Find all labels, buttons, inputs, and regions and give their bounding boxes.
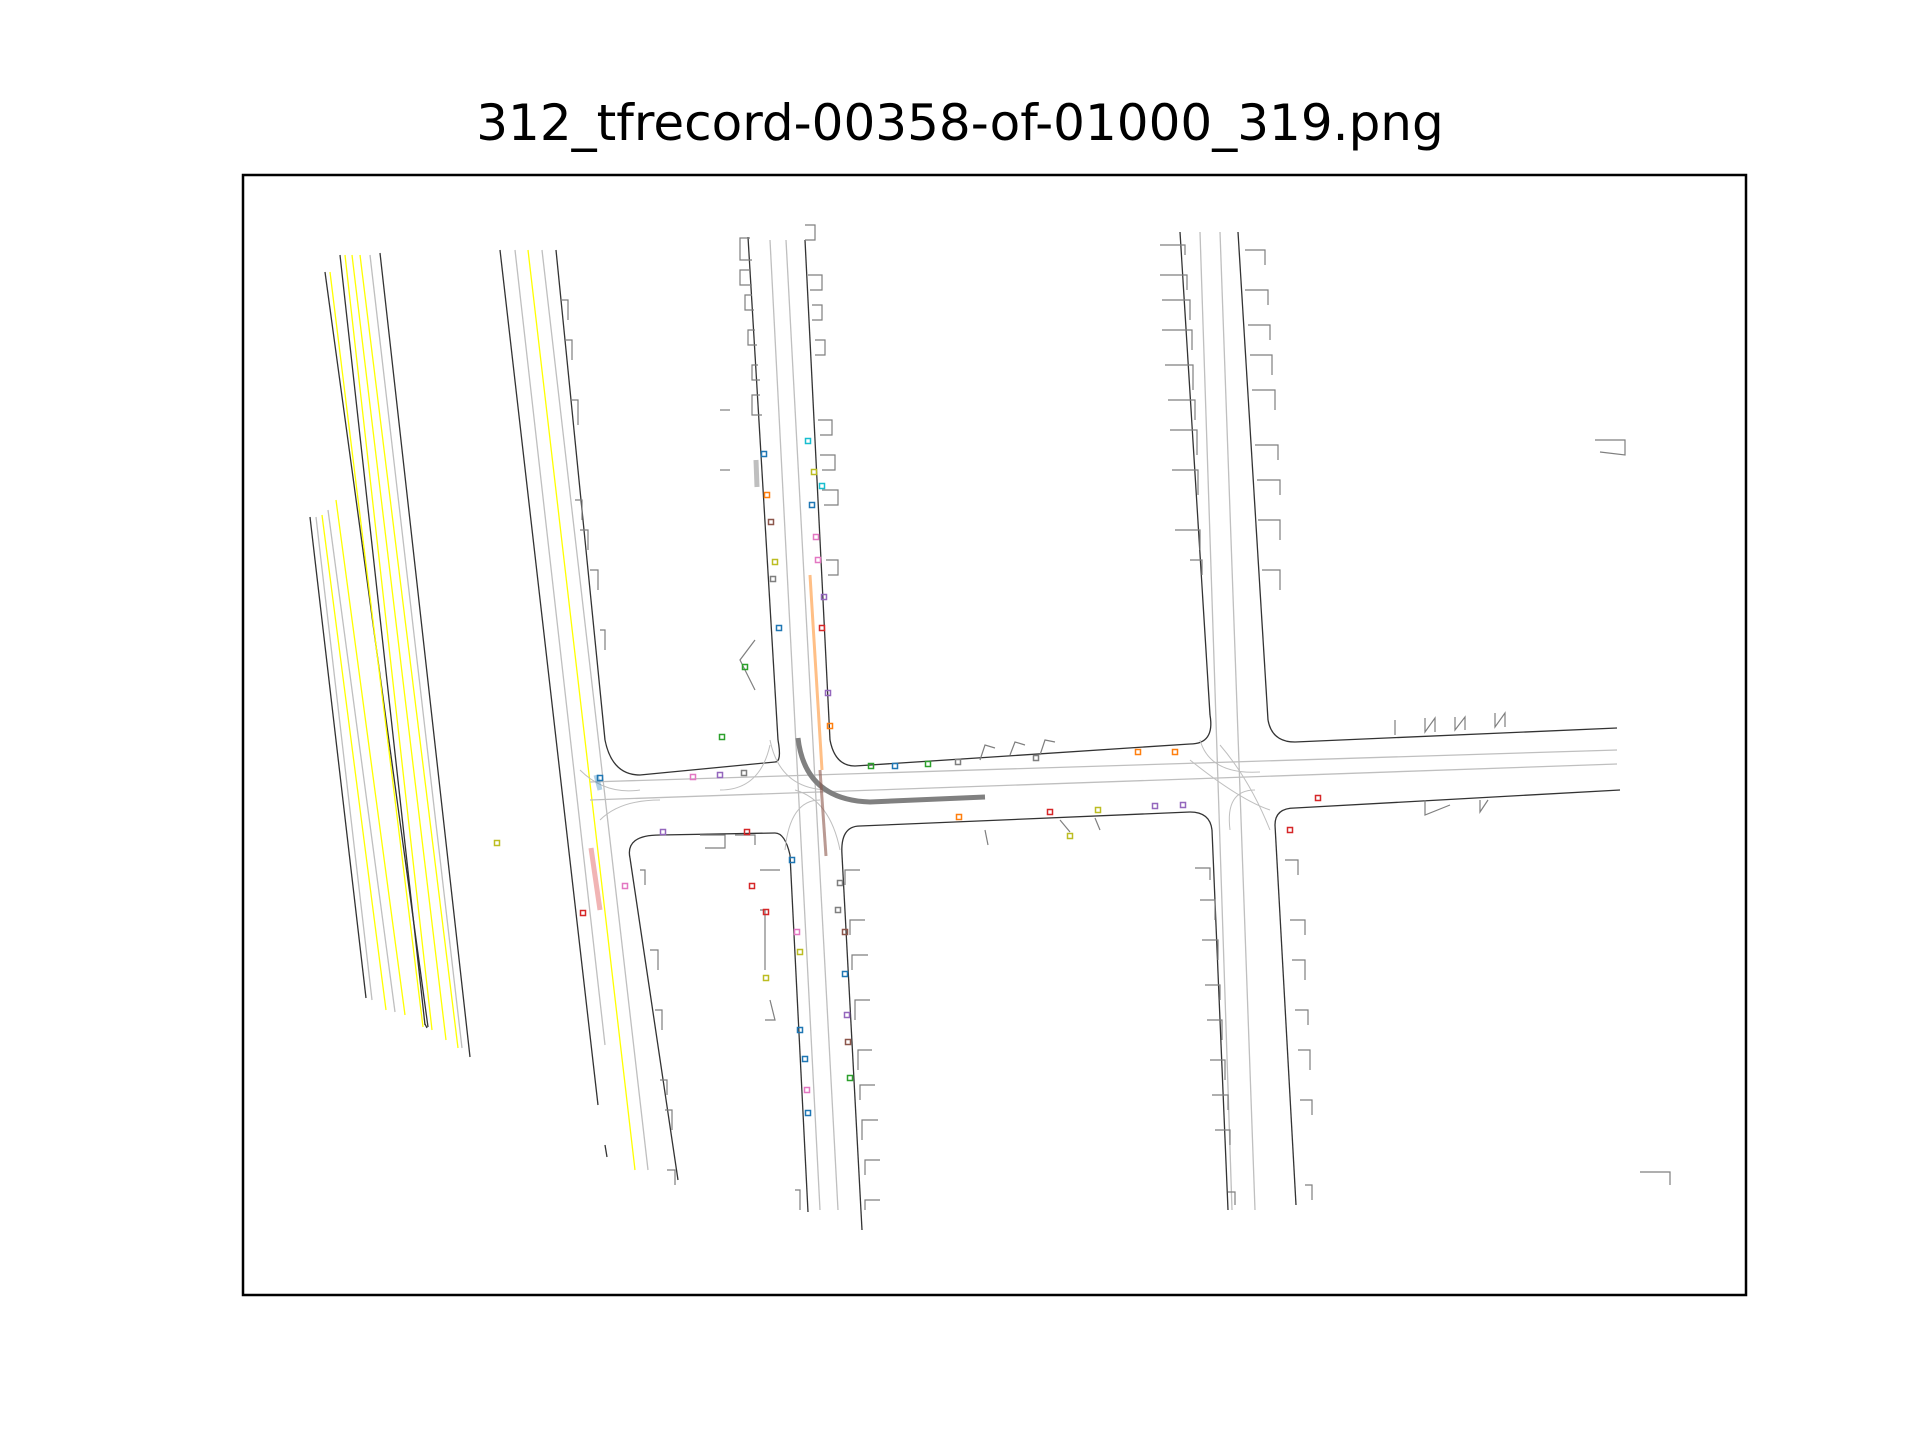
- agent-marker: [659, 828, 667, 836]
- agent-marker: [841, 970, 849, 978]
- agent-marker: [775, 624, 783, 632]
- agent-marker: [621, 882, 629, 890]
- agent-marker: [867, 762, 875, 770]
- agent-marker: [924, 760, 932, 768]
- plot-frame: [241, 173, 1748, 1297]
- agent-marker: [814, 556, 822, 564]
- agent-marker: [689, 773, 697, 781]
- agent-marker: [801, 1055, 809, 1063]
- agent-marker: [846, 1074, 854, 1082]
- agent-marker: [771, 558, 779, 566]
- agent-marker: [796, 948, 804, 956]
- agent-marker: [1066, 832, 1074, 840]
- agent-marker: [841, 928, 849, 936]
- agent-marker: [1286, 826, 1294, 834]
- agent-marker: [743, 828, 751, 836]
- agent-marker: [808, 501, 816, 509]
- ego-trajectory: [588, 459, 986, 911]
- agent-marker: [796, 1026, 804, 1034]
- agent-marker: [579, 909, 587, 917]
- agent-marker: [769, 575, 777, 583]
- agent-marker: [1151, 802, 1159, 810]
- left-highway-lines: [309, 252, 471, 1058]
- driveways: [560, 224, 1671, 1210]
- agent-marker: [767, 518, 775, 526]
- agent-marker: [812, 533, 820, 541]
- agent-marker: [493, 839, 501, 847]
- agent-marker: [762, 908, 770, 916]
- agent-marker: [818, 624, 826, 632]
- agent-marker: [793, 928, 801, 936]
- agent-marker: [955, 813, 963, 821]
- agent-marker: [1046, 808, 1054, 816]
- agent-marker: [763, 491, 771, 499]
- agent-marker: [804, 437, 812, 445]
- agent-marker: [824, 689, 832, 697]
- agent-marker: [804, 1109, 812, 1117]
- agent-marker: [788, 856, 796, 864]
- agent-marker: [718, 733, 726, 741]
- agent-marker: [762, 974, 770, 982]
- agent-marker: [803, 1086, 811, 1094]
- agent-marker: [748, 882, 756, 890]
- agent-marker: [834, 906, 842, 914]
- agent-marker: [1134, 748, 1142, 756]
- lane-connectors: [579, 739, 1271, 851]
- agent-marker: [954, 758, 962, 766]
- agent-marker: [1179, 801, 1187, 809]
- agent-marker: [1032, 754, 1040, 762]
- page-title: 312_tfrecord-00358-of-01000_319.png: [476, 94, 1444, 152]
- agent-marker: [891, 762, 899, 770]
- agent-marker: [843, 1011, 851, 1019]
- agents: [493, 437, 1322, 1117]
- agent-marker: [760, 450, 768, 458]
- agent-marker: [596, 774, 604, 782]
- agent-marker: [1314, 794, 1322, 802]
- agent-marker: [1171, 748, 1179, 756]
- agent-marker: [741, 663, 749, 671]
- roads: [499, 231, 1621, 1231]
- agent-marker: [716, 771, 724, 779]
- agent-marker: [820, 593, 828, 601]
- agent-marker: [844, 1038, 852, 1046]
- agent-marker: [740, 769, 748, 777]
- agent-marker: [810, 468, 818, 476]
- agent-marker: [836, 879, 844, 887]
- agent-marker: [1094, 806, 1102, 814]
- agent-marker: [826, 722, 834, 730]
- agent-marker: [818, 482, 826, 490]
